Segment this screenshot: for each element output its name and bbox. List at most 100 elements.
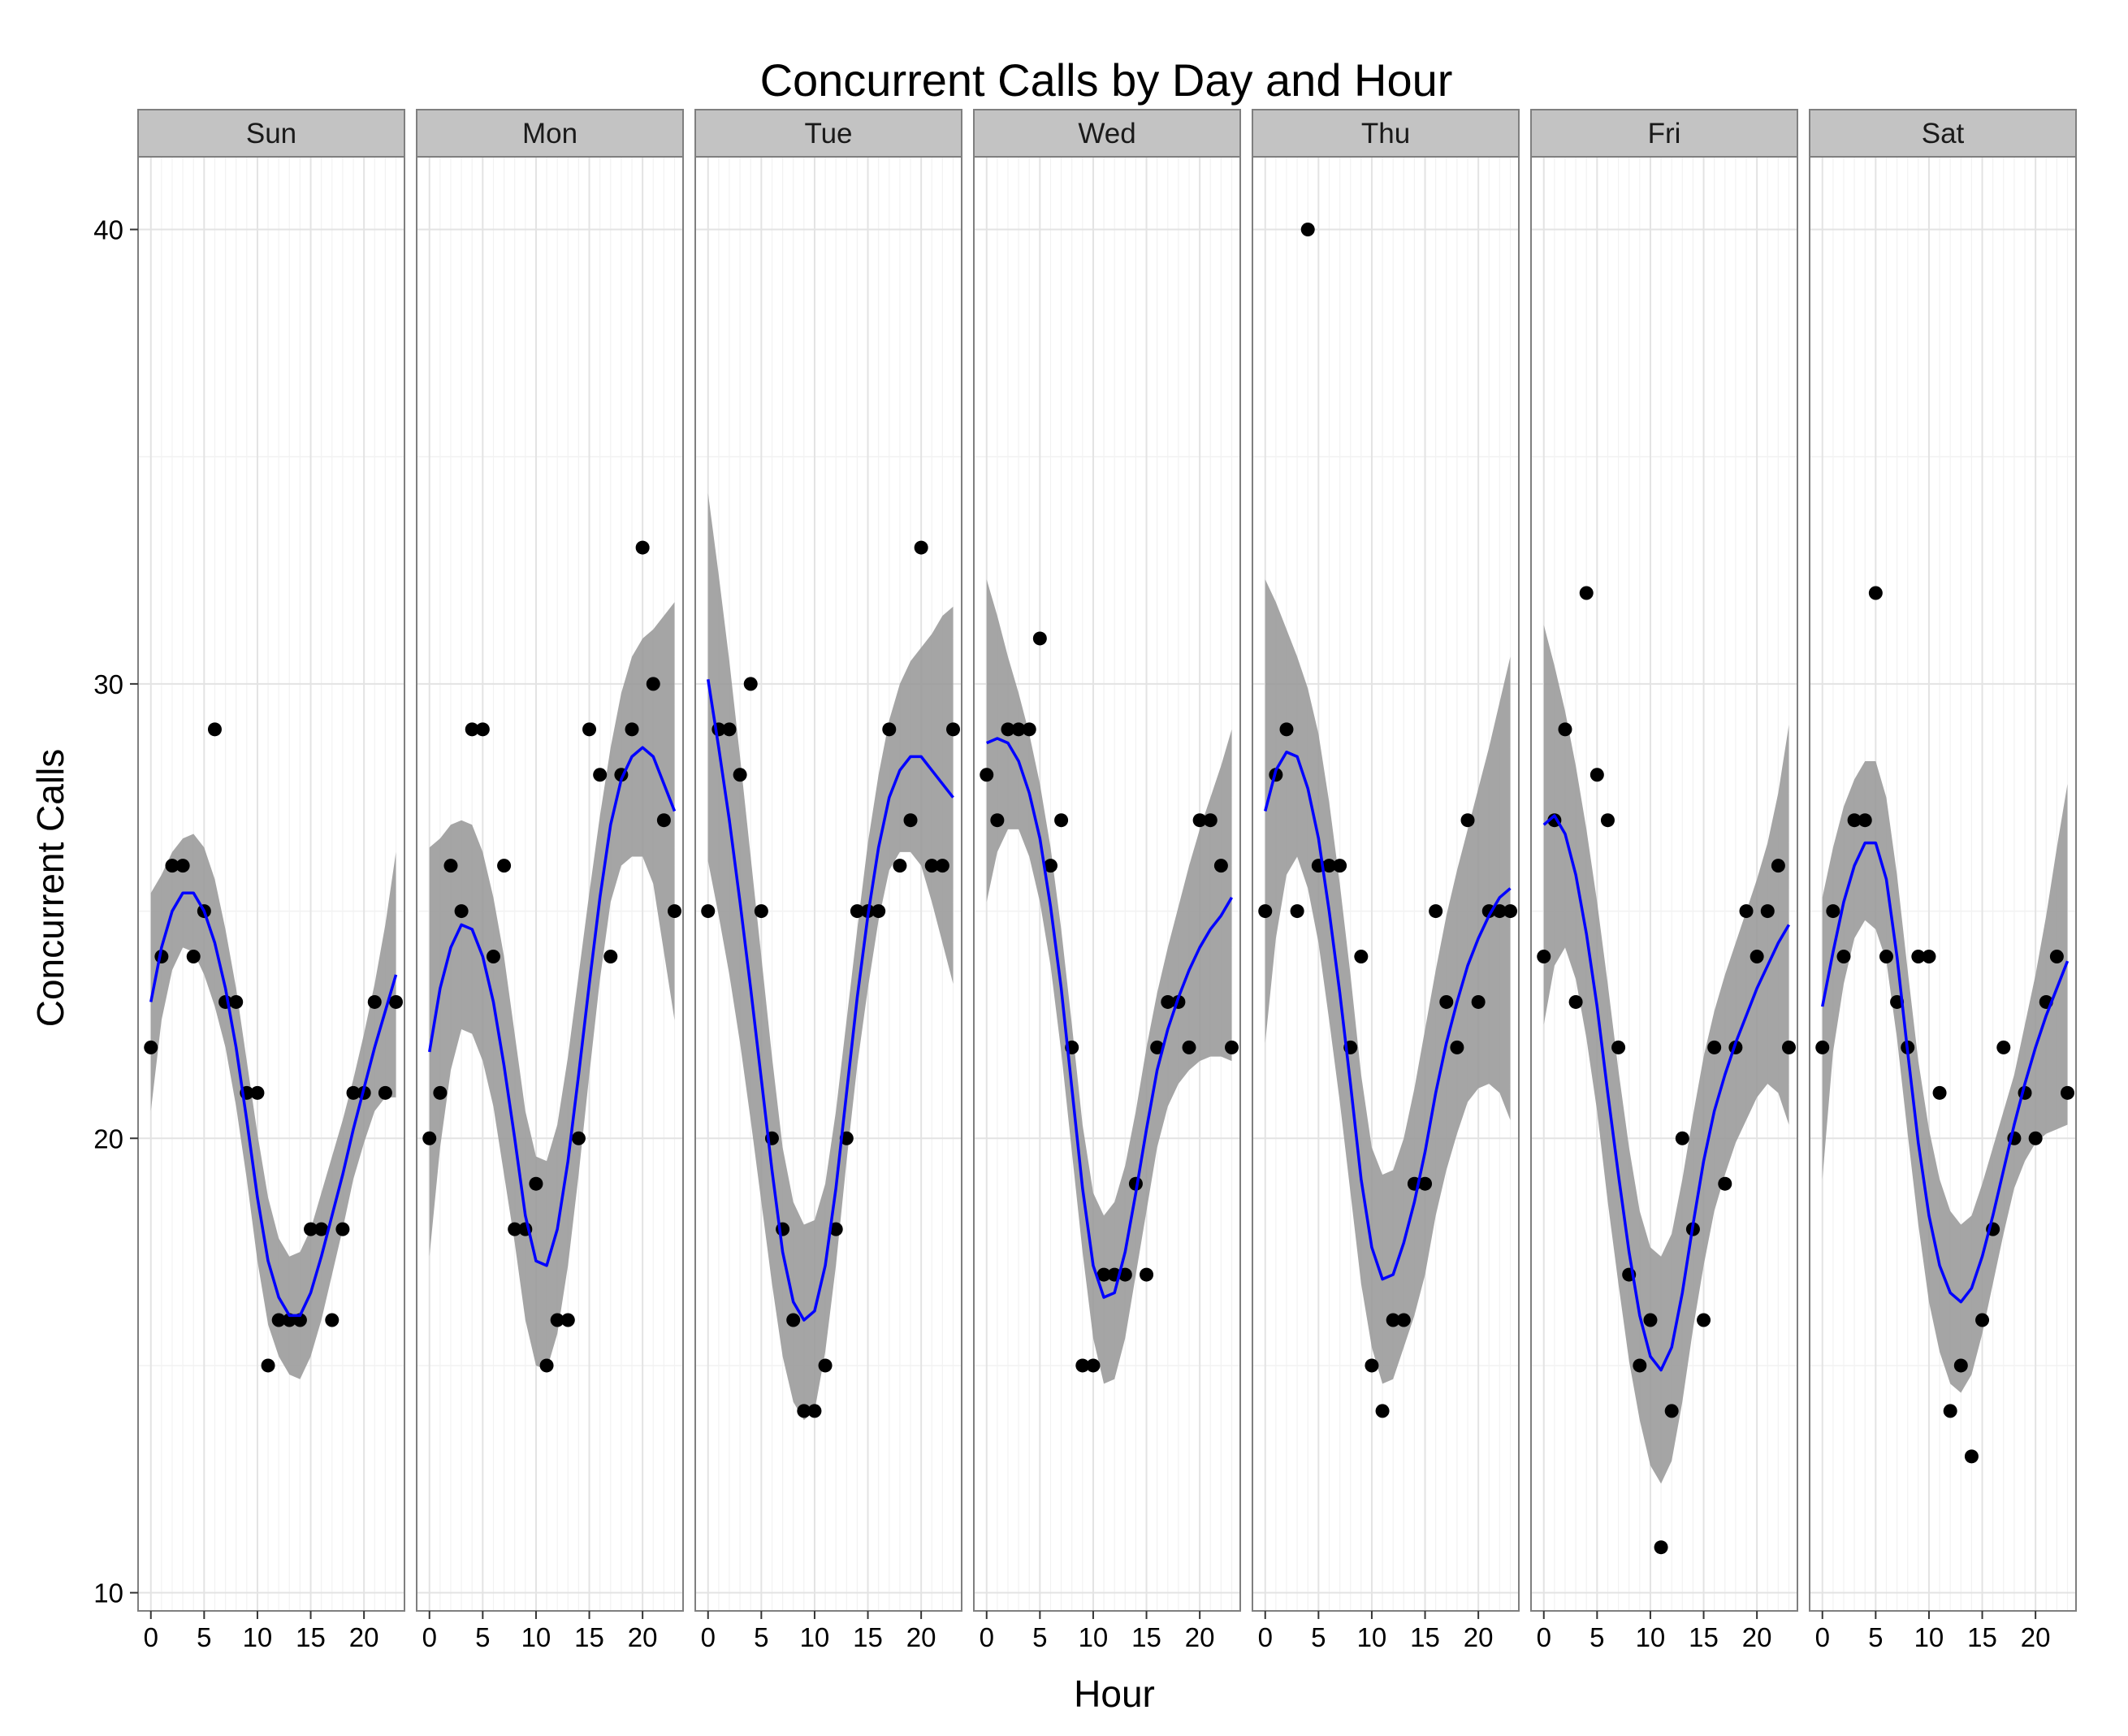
smooth-line — [149, 891, 398, 1318]
data-point — [367, 994, 382, 1009]
data-point — [250, 1085, 265, 1100]
data-point — [733, 768, 747, 782]
strip-tue — [694, 109, 962, 158]
strip-sun — [137, 109, 405, 158]
strip-label-thu: Thu — [1361, 118, 1410, 149]
x-tick-label: 20 — [628, 1622, 658, 1652]
data-point — [335, 1222, 350, 1236]
data-point — [1633, 1358, 1647, 1373]
data-point — [1375, 1404, 1390, 1418]
data-point — [593, 768, 608, 782]
data-point — [701, 904, 716, 919]
data-point — [486, 950, 500, 963]
data-point — [1365, 1358, 1379, 1373]
data-point — [475, 722, 490, 737]
data-point — [882, 722, 897, 737]
x-tick-label: 10 — [1636, 1622, 1666, 1652]
data-point — [560, 1313, 575, 1327]
x-tick-label: 5 — [1868, 1622, 1883, 1652]
smooth-line — [1264, 751, 1512, 1281]
data-point — [935, 859, 949, 873]
x-axis-label: Hour — [1074, 1673, 1155, 1715]
x-tick-label: 15 — [1131, 1622, 1161, 1652]
data-point — [1439, 994, 1454, 1009]
x-axis-fri: 0 5 10 15 20 — [1537, 1611, 1772, 1652]
data-point — [1922, 950, 1936, 963]
x-tick-label: 15 — [1689, 1622, 1719, 1652]
y-tick-label: 40 — [93, 215, 123, 245]
x-tick-label: 15 — [574, 1622, 604, 1652]
data-point — [1868, 586, 1883, 600]
y-axis-label: Concurrent Calls — [29, 749, 71, 1028]
y-tick-label: 20 — [93, 1123, 123, 1154]
data-point — [1911, 950, 1926, 963]
x-axis-thu: 0 5 10 15 20 — [1258, 1611, 1494, 1652]
data-point — [635, 540, 650, 555]
panel-wed: Wed 0 5 10 15 20 — [973, 109, 1241, 1652]
data-point — [722, 722, 737, 737]
data-point — [186, 950, 201, 963]
data-point — [1558, 722, 1572, 737]
smooth-line — [1542, 814, 1791, 1372]
x-tick-label: 5 — [1311, 1622, 1326, 1652]
data-point — [1290, 904, 1304, 919]
data-point — [893, 859, 907, 873]
data-point — [1043, 859, 1058, 873]
data-point — [924, 859, 939, 873]
data-point — [990, 813, 1005, 828]
data-point — [656, 813, 671, 828]
confidence-band — [150, 833, 396, 1379]
data-point — [1086, 1358, 1101, 1373]
strip-sat — [1809, 109, 2077, 158]
y-axis: 10 20 30 40 — [93, 215, 138, 1608]
panel-fri: Fri 0 5 10 15 20 — [1530, 109, 1798, 1652]
points — [1815, 586, 2075, 1464]
data-point — [539, 1358, 554, 1373]
data-point — [1333, 859, 1347, 873]
data-point — [1203, 813, 1218, 828]
strip-label-sun: Sun — [246, 118, 296, 149]
x-tick-label: 10 — [1914, 1622, 1944, 1652]
data-point — [1321, 859, 1336, 873]
x-tick-label: 0 — [980, 1622, 994, 1652]
data-point — [1782, 1040, 1797, 1054]
x-tick-label: 5 — [1590, 1622, 1604, 1652]
data-point — [1953, 1358, 1968, 1373]
x-tick-label: 10 — [1079, 1622, 1109, 1652]
data-point — [1537, 950, 1551, 963]
data-point — [1396, 1313, 1411, 1327]
data-point — [1150, 1040, 1165, 1054]
data-point — [786, 1313, 801, 1327]
facet-panels: Sun 0 5 10 15 20 Mon 0 5 10 15 20 Tue 0 5 10 15 20 Wed 0 5 10… — [137, 109, 2077, 1652]
data-point — [144, 1040, 158, 1054]
data-point — [433, 1085, 448, 1100]
data-point — [2061, 1085, 2075, 1100]
strip-label-fri: Fri — [1648, 118, 1681, 149]
data-point — [646, 677, 660, 691]
data-point — [1418, 1176, 1433, 1191]
confidence-band — [986, 579, 1232, 1384]
data-point — [1654, 1540, 1668, 1555]
data-point — [1192, 813, 1207, 828]
data-point — [668, 904, 682, 919]
data-point — [1718, 1176, 1732, 1191]
data-point — [465, 722, 479, 737]
x-tick-label: 5 — [197, 1622, 211, 1652]
data-point — [1964, 1449, 1979, 1464]
data-point — [1611, 1040, 1626, 1054]
data-point — [1054, 813, 1069, 828]
data-point — [1579, 586, 1594, 600]
points — [422, 540, 682, 1373]
data-point — [1750, 950, 1764, 963]
data-point — [807, 1404, 822, 1418]
data-point — [1600, 813, 1615, 828]
data-point — [571, 1131, 586, 1145]
confidence-band — [1265, 579, 1511, 1384]
strip-mon — [416, 109, 684, 158]
strip-label-mon: Mon — [522, 118, 577, 149]
x-tick-label: 0 — [144, 1622, 158, 1652]
data-point — [443, 859, 458, 873]
data-point — [304, 1222, 318, 1236]
x-tick-label: 20 — [906, 1622, 936, 1652]
data-point — [1118, 1267, 1132, 1282]
